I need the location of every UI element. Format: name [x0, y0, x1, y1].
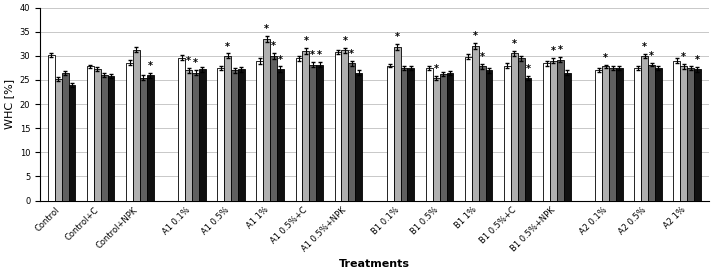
Bar [557, 60, 564, 200]
Text: *: * [310, 50, 315, 60]
Bar [355, 73, 362, 200]
Bar [394, 47, 401, 200]
Bar [674, 61, 680, 200]
Bar [609, 68, 616, 200]
Bar [687, 68, 694, 200]
Bar [387, 66, 394, 200]
Text: *: * [642, 42, 647, 52]
Text: *: * [395, 32, 400, 42]
Text: *: * [558, 45, 563, 55]
Text: *: * [681, 52, 686, 62]
Bar [140, 78, 147, 200]
Text: *: * [473, 31, 478, 41]
Bar [238, 69, 245, 200]
Text: *: * [303, 36, 308, 46]
Text: *: * [193, 58, 198, 69]
Bar [440, 74, 446, 200]
Bar [525, 78, 531, 200]
Bar [178, 58, 185, 200]
Bar [472, 46, 478, 200]
Bar [68, 85, 76, 200]
Bar [55, 79, 62, 200]
Bar [511, 54, 518, 200]
Bar [302, 51, 309, 200]
Text: *: * [525, 64, 530, 74]
Bar [257, 61, 263, 200]
Bar [296, 58, 302, 200]
Bar [101, 75, 108, 200]
Bar [602, 67, 609, 200]
Bar [48, 55, 55, 200]
Text: *: * [265, 24, 270, 34]
Bar [518, 58, 525, 200]
Bar [231, 70, 238, 200]
Bar [94, 69, 101, 200]
Bar [407, 68, 414, 200]
Bar [133, 50, 140, 200]
Text: *: * [148, 61, 153, 71]
Bar [225, 56, 231, 200]
Bar [316, 64, 323, 200]
Bar [309, 64, 316, 200]
Bar [199, 69, 206, 200]
Bar [635, 68, 641, 200]
Bar [648, 64, 655, 200]
Text: *: * [349, 49, 354, 59]
Text: *: * [434, 64, 438, 74]
Bar [478, 67, 486, 200]
Text: *: * [603, 53, 608, 63]
Bar [126, 63, 133, 200]
Text: *: * [317, 50, 322, 60]
Bar [401, 68, 407, 200]
Bar [595, 70, 602, 200]
Bar [433, 78, 440, 200]
Bar [550, 61, 557, 200]
Bar [543, 63, 550, 200]
Bar [185, 70, 192, 200]
Text: *: * [551, 46, 556, 56]
Bar [342, 50, 349, 200]
Bar [277, 69, 284, 200]
Text: *: * [512, 39, 517, 49]
Text: *: * [695, 55, 700, 65]
Bar [641, 56, 648, 200]
Bar [616, 68, 622, 200]
Bar [426, 68, 433, 200]
X-axis label: Treatments: Treatments [339, 259, 410, 269]
Bar [147, 75, 153, 200]
Bar [108, 76, 115, 200]
Text: *: * [649, 51, 654, 61]
Bar [270, 56, 277, 200]
Bar [680, 67, 687, 200]
Bar [349, 63, 355, 200]
Bar [263, 39, 270, 200]
Bar [192, 73, 199, 200]
Bar [62, 73, 68, 200]
Bar [334, 52, 342, 200]
Text: *: * [271, 41, 276, 51]
Bar [564, 73, 570, 200]
Bar [217, 68, 225, 200]
Bar [504, 66, 511, 200]
Bar [87, 67, 94, 200]
Bar [465, 57, 472, 200]
Bar [655, 68, 662, 200]
Bar [694, 69, 701, 200]
Text: *: * [278, 55, 283, 64]
Text: *: * [480, 52, 485, 62]
Text: *: * [186, 56, 191, 66]
Bar [486, 70, 493, 200]
Text: *: * [342, 36, 347, 46]
Bar [446, 73, 453, 200]
Y-axis label: WHC [%]: WHC [%] [4, 79, 14, 129]
Text: *: * [225, 41, 230, 52]
